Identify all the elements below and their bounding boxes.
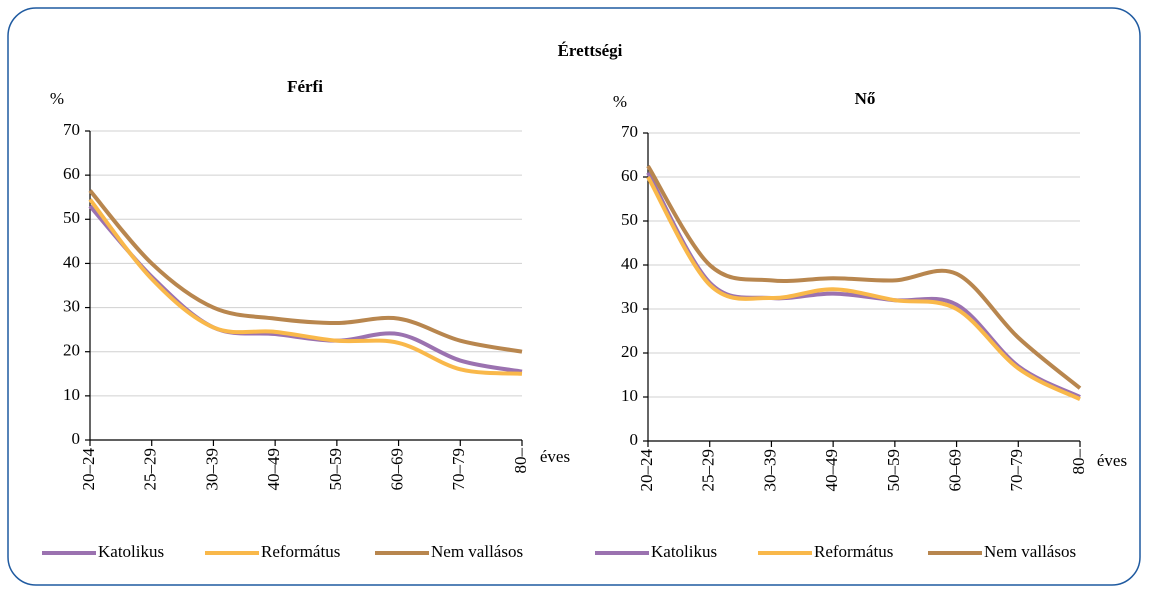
y-tick-label: 50 <box>63 208 80 227</box>
x-axis-label: éves <box>1097 451 1127 470</box>
y-tick-label: 30 <box>63 296 80 315</box>
y-tick-label: 40 <box>63 252 80 271</box>
legend-label: Református <box>261 542 340 561</box>
y-tick-label: 60 <box>621 166 638 185</box>
y-tick-label: 0 <box>72 429 81 448</box>
x-tick-label: 40–49 <box>822 449 841 492</box>
legend-label: Nem vallásos <box>431 542 523 561</box>
line-series <box>646 164 1082 390</box>
x-tick-label: 70–79 <box>449 448 468 491</box>
x-tick-label: 30–39 <box>760 449 779 492</box>
y-tick-label: 40 <box>621 254 638 273</box>
page-title: Érettségi <box>558 41 623 60</box>
y-tick-label: 0 <box>630 430 639 449</box>
legend-label: Nem vallásos <box>984 542 1076 561</box>
x-tick-label: 30–39 <box>202 448 221 491</box>
line-series <box>88 189 523 354</box>
x-tick-label: 20–24 <box>79 448 98 491</box>
y-tick-label: 10 <box>63 385 80 404</box>
legend-label: Református <box>814 542 893 561</box>
y-tick-label: 70 <box>621 122 638 141</box>
x-tick-label: 80– <box>1069 449 1088 475</box>
y-axis-label: % <box>50 89 64 108</box>
line-series <box>646 176 1081 402</box>
y-tick-label: 60 <box>63 164 80 183</box>
y-tick-label: 20 <box>63 341 80 360</box>
y-axis-label: % <box>613 92 627 111</box>
x-tick-label: 50–59 <box>326 448 345 491</box>
x-tick-label: 60–69 <box>387 448 406 491</box>
x-axis-label: éves <box>540 447 570 466</box>
chart-title: Férfi <box>287 77 323 96</box>
x-tick-label: 80– <box>511 448 530 474</box>
x-tick-label: 50–59 <box>884 449 903 492</box>
x-tick-label: 60–69 <box>945 449 964 492</box>
x-tick-label: 25–29 <box>141 448 160 491</box>
x-tick-label: 40–49 <box>264 448 283 491</box>
y-tick-label: 10 <box>621 386 638 405</box>
x-tick-label: 20–24 <box>637 449 656 492</box>
y-tick-label: 20 <box>621 342 638 361</box>
line-series <box>88 198 523 376</box>
x-tick-label: 70–79 <box>1007 449 1026 492</box>
y-tick-label: 70 <box>63 120 80 139</box>
legend-label: Katolikus <box>651 542 717 561</box>
x-tick-label: 25–29 <box>699 449 718 492</box>
frame <box>7 7 1141 586</box>
chart-title: Nő <box>855 89 876 108</box>
y-tick-label: 30 <box>621 298 638 317</box>
y-tick-label: 50 <box>621 210 638 229</box>
legend-label: Katolikus <box>98 542 164 561</box>
